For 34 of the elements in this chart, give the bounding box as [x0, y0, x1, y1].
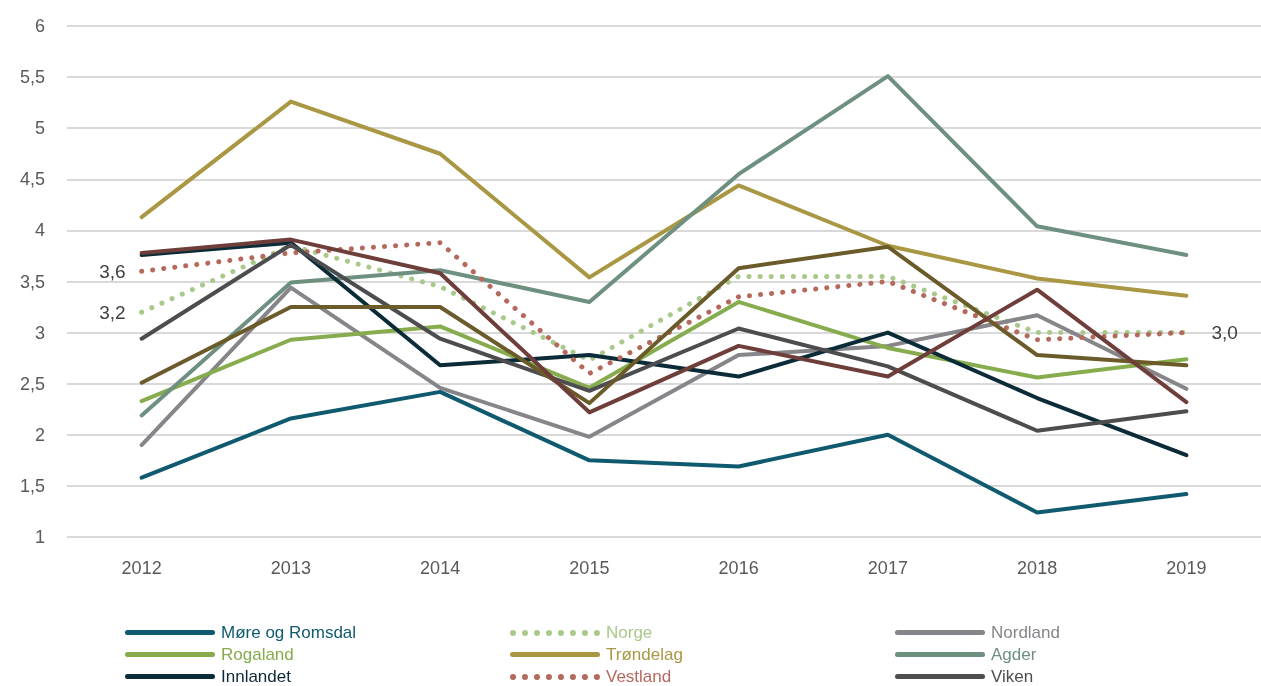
x-tick-label: 2014 [420, 558, 461, 578]
line-series [139, 99, 1189, 298]
y-tick-label: 1 [34, 527, 45, 547]
x-tick-label: 2017 [867, 558, 908, 578]
text: Rogaland [221, 644, 294, 665]
y-tick-label: 3,5 [19, 271, 45, 292]
x-tick-label: 2015 [569, 558, 610, 578]
y-tick-label: 4 [34, 220, 45, 241]
annotation: 3,0 [1211, 322, 1238, 344]
y-tick-label: 2,5 [19, 373, 45, 394]
x-tick-label: 2012 [121, 558, 162, 578]
line-series [139, 389, 1189, 515]
text: Nordland [991, 622, 1060, 643]
text: Innlandet [221, 666, 291, 686]
x-tick-label: 2019 [1166, 558, 1207, 578]
x-tick-label: 2016 [718, 558, 759, 578]
y-tick-label: 4,5 [19, 169, 45, 190]
y-tick-label: 1,5 [19, 475, 45, 496]
x-tick-label: 2018 [1017, 558, 1058, 578]
line-series [139, 74, 1189, 418]
y-tick-label: 3 [34, 322, 45, 343]
text: Trøndelag [606, 644, 683, 665]
annotation: 3,6 [99, 260, 126, 282]
text: Vestland [606, 666, 672, 686]
y-tick-label: 5,5 [19, 67, 45, 88]
text: Norge [606, 622, 653, 643]
y-tick-label: 2 [34, 424, 45, 445]
text: Møre og Romsdal [221, 622, 357, 643]
y-tick-label: 5 [34, 118, 45, 139]
text: Agder [991, 644, 1037, 665]
text: Viken [991, 666, 1034, 686]
y-tick-label: 6 [34, 16, 45, 36]
x-tick-label: 2013 [270, 558, 311, 578]
annotation: 3,2 [99, 301, 126, 323]
